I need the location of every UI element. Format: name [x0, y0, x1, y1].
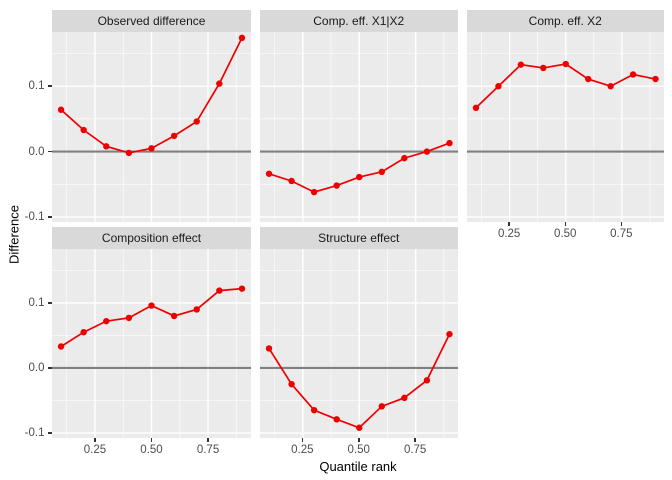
x-axis-tick	[358, 437, 360, 442]
data-point	[629, 71, 636, 78]
facet-panel	[259, 249, 458, 438]
y-axis-tick-label: -0.1	[24, 426, 45, 439]
data-point	[423, 377, 430, 384]
panel-plot-svg	[259, 249, 458, 438]
data-point	[310, 407, 317, 414]
y-axis-tick-label: 0.0	[28, 145, 45, 158]
x-axis-tick	[94, 437, 96, 442]
data-point	[445, 139, 453, 147]
x-axis-title: Quantile rank	[319, 459, 397, 474]
y-axis-tick	[47, 432, 52, 434]
data-point	[378, 403, 385, 410]
facet-strip-label: Comp. eff. X1|X2	[313, 13, 405, 28]
x-axis-tick-label: 0.75	[196, 443, 220, 456]
data-point	[170, 312, 178, 320]
panel-plot-svg	[52, 249, 251, 438]
facet-strip-label: Structure effect	[318, 230, 400, 245]
data-point	[125, 314, 133, 322]
data-point	[265, 345, 272, 352]
data-point	[265, 170, 272, 177]
facet-strip: Comp. eff. X1|X2	[259, 9, 458, 32]
data-point	[562, 60, 569, 68]
data-point	[103, 143, 110, 150]
data-point	[193, 118, 200, 125]
x-axis-tick	[301, 437, 304, 442]
x-axis-tick	[564, 221, 566, 226]
y-axis-tick	[47, 85, 52, 87]
data-point	[193, 306, 200, 313]
panel-plot-svg	[52, 32, 251, 222]
x-axis-tick	[620, 221, 623, 226]
data-point	[355, 424, 362, 431]
facet-strip: Comp. eff. X2	[466, 9, 664, 32]
facet-strip-label: Composition effect	[101, 230, 202, 245]
data-point	[57, 343, 65, 350]
data-point	[216, 287, 223, 294]
data-point	[80, 126, 87, 134]
data-point	[584, 75, 591, 83]
data-point	[400, 394, 408, 402]
y-axis-tick-label: 0.0	[28, 361, 45, 374]
data-point	[472, 104, 479, 112]
data-point	[216, 80, 223, 87]
data-point	[378, 168, 385, 176]
facet-strip-label: Observed difference	[97, 13, 206, 28]
y-axis-title: Difference	[6, 205, 22, 265]
facet-panel	[466, 32, 664, 222]
y-axis-tick	[47, 216, 52, 218]
facet-panel	[52, 32, 251, 222]
x-axis-tick-label: 0.75	[610, 227, 633, 240]
y-axis-tick-label: 0.1	[28, 80, 45, 93]
data-point	[238, 285, 246, 292]
x-axis-tick	[207, 437, 209, 442]
data-point	[148, 145, 155, 152]
data-point	[494, 83, 502, 90]
data-point	[103, 317, 110, 325]
facet-strip: Composition effect	[52, 226, 251, 249]
y-axis-tick	[47, 302, 52, 304]
x-axis-tick	[508, 221, 510, 226]
data-point	[355, 173, 362, 181]
x-axis-tick-label: 0.50	[347, 443, 370, 456]
x-axis-tick	[150, 437, 153, 442]
data-point	[148, 302, 155, 309]
data-point	[539, 64, 547, 72]
x-axis-tick	[414, 437, 416, 442]
y-axis-tick-label: 0.1	[28, 296, 45, 309]
x-axis-tick-label: 0.50	[140, 443, 163, 456]
y-axis-tick	[47, 150, 52, 153]
data-point	[517, 61, 524, 68]
x-axis-tick-label: 0.25	[291, 443, 314, 456]
data-point	[287, 381, 295, 388]
data-point	[606, 83, 614, 90]
data-point	[423, 148, 430, 155]
data-point	[238, 34, 246, 42]
x-axis-tick-label: 0.25	[83, 443, 107, 456]
data-point	[332, 416, 340, 423]
panel-plot-svg	[466, 32, 664, 222]
facet-strip: Structure effect	[259, 226, 458, 249]
facet-panel	[52, 249, 251, 438]
data-point	[287, 177, 295, 185]
x-axis-tick-label: 0.75	[403, 443, 427, 456]
data-point	[310, 188, 317, 196]
data-point	[445, 330, 453, 338]
x-axis-tick-label: 0.50	[554, 227, 577, 240]
y-axis-tick	[47, 367, 52, 369]
facet-panel	[259, 32, 458, 222]
data-point	[57, 106, 65, 113]
data-point	[332, 182, 340, 189]
y-axis-tick-label: -0.1	[24, 210, 45, 223]
facet-strip-label: Comp. eff. X2	[528, 13, 602, 28]
data-point	[651, 75, 659, 83]
panel-plot-svg	[259, 32, 458, 222]
data-point	[400, 154, 408, 162]
facet-strip: Observed difference	[52, 9, 251, 32]
x-axis-tick-label: 0.25	[497, 227, 521, 240]
data-point	[125, 149, 133, 157]
data-point	[170, 132, 178, 140]
data-point	[80, 329, 87, 336]
